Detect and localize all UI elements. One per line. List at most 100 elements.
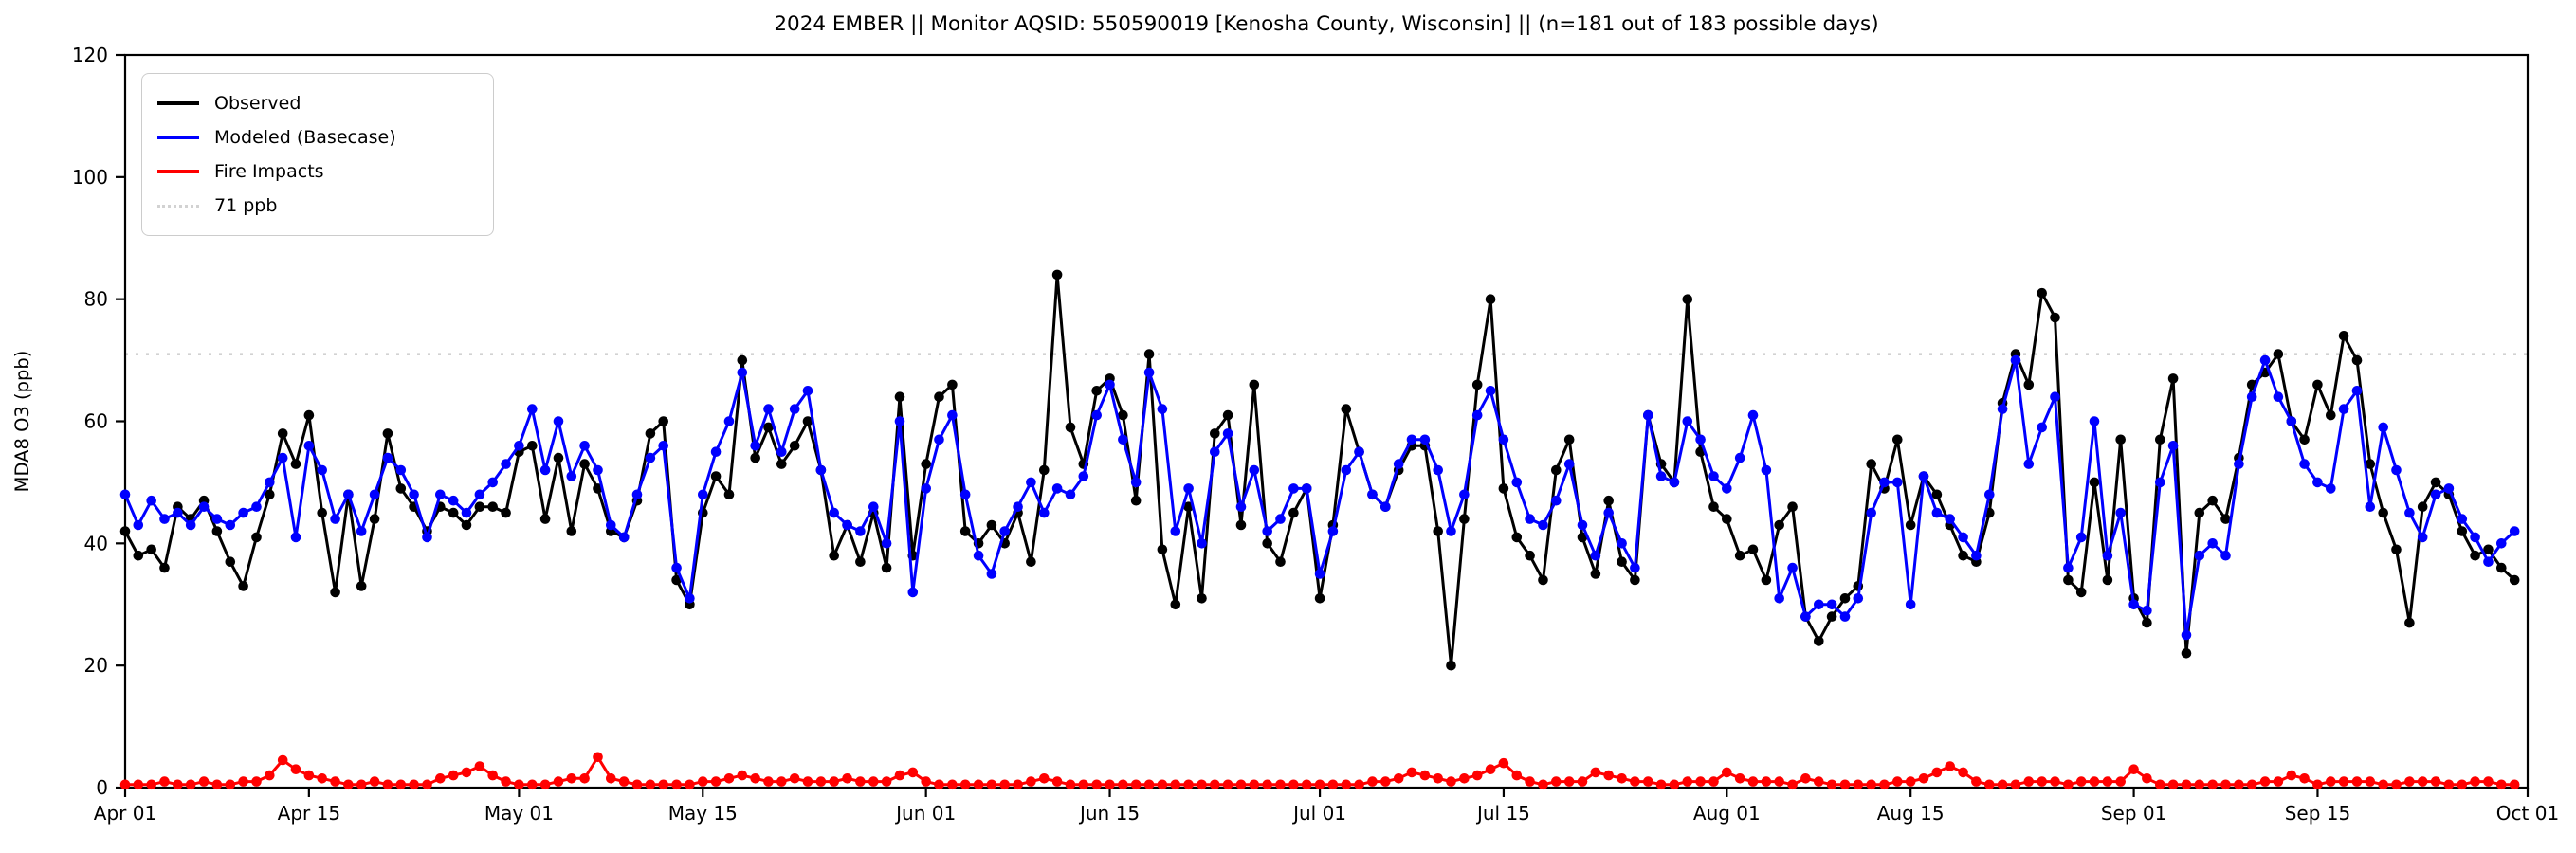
modeled-series-marker xyxy=(343,489,354,500)
observed-series-marker xyxy=(2470,550,2480,561)
modeled-series-marker xyxy=(1892,477,1903,488)
modeled-series-marker xyxy=(1800,611,1811,622)
fire-series-marker xyxy=(198,776,210,787)
observed-series-marker xyxy=(1341,404,1352,414)
modeled-series-marker xyxy=(921,483,931,494)
fire-series-marker xyxy=(173,779,183,790)
modeled-series-marker xyxy=(2470,532,2480,543)
x-tick-label: Sep 15 xyxy=(2285,802,2351,825)
modeled-series-marker xyxy=(1249,464,1260,476)
fire-series-marker xyxy=(1446,776,1456,787)
observed-series-marker xyxy=(1761,574,1772,586)
fire-series-marker xyxy=(435,773,446,784)
modeled-series-marker xyxy=(1065,489,1076,500)
modeled-series-marker xyxy=(1393,459,1404,469)
fire-series-marker xyxy=(487,770,498,781)
fire-series-marker xyxy=(842,773,852,784)
modeled-series-marker xyxy=(1931,507,1943,518)
modeled-series-marker xyxy=(409,489,419,500)
fire-series-marker xyxy=(2483,776,2494,787)
modeled-series-marker xyxy=(658,441,668,451)
modeled-series-marker xyxy=(750,441,760,451)
fire-series-marker xyxy=(2128,764,2139,774)
observed-series-marker xyxy=(2351,354,2363,366)
fire-series-marker xyxy=(119,779,131,790)
observed-series-marker xyxy=(539,514,551,524)
fire-series-marker xyxy=(2365,776,2376,787)
legend-item-fire: Fire Impacts xyxy=(157,155,474,188)
modeled-series-marker xyxy=(1590,550,1601,561)
fire-series-marker xyxy=(1078,779,1089,790)
fire-series-marker xyxy=(2167,779,2179,790)
fire-series-marker xyxy=(356,779,367,790)
observed-series-marker xyxy=(2167,373,2179,384)
modeled-series-marker xyxy=(1275,514,1286,524)
observed-series-marker xyxy=(2194,507,2205,518)
observed-series-marker xyxy=(723,489,735,500)
modeled-series-marker xyxy=(776,446,787,458)
fire-series-marker xyxy=(185,779,196,790)
observed-series-marker xyxy=(2404,617,2415,628)
fire-series-marker xyxy=(409,779,419,790)
modeled-series-marker xyxy=(1814,599,1824,610)
fire-series-marker xyxy=(1197,779,1207,790)
fire-series-marker xyxy=(593,752,603,763)
observed-series-marker xyxy=(1065,422,1076,433)
fire-series-marker xyxy=(1091,779,1102,790)
observed-series-marker xyxy=(2378,507,2388,518)
modeled-series-marker xyxy=(2155,477,2165,488)
x-tick-label: Aug 15 xyxy=(1877,802,1945,825)
fire-series-marker xyxy=(631,779,643,790)
modeled-series-marker xyxy=(146,495,156,506)
fire-series-marker xyxy=(1630,776,1640,787)
fire-series-marker xyxy=(1105,779,1115,790)
observed-series-marker xyxy=(1026,556,1036,567)
modeled-series-marker xyxy=(710,446,722,458)
x-tick-label: Apr 01 xyxy=(94,802,156,825)
fire-series-marker xyxy=(1722,767,1732,778)
modeled-series-marker xyxy=(2194,550,2205,561)
fire-series-marker xyxy=(1433,773,1443,784)
modeled-series-marker xyxy=(1091,409,1102,421)
modeled-series-marker xyxy=(369,489,380,500)
modeled-series-marker xyxy=(119,489,131,500)
modeled-series-marker xyxy=(1419,434,1431,445)
modeled-series-marker xyxy=(1617,538,1627,549)
fire-series-marker xyxy=(2496,779,2507,790)
fire-series-marker xyxy=(1826,779,1837,790)
modeled-series-marker xyxy=(1498,434,1509,445)
observed-series-marker xyxy=(2417,501,2428,512)
modeled-series-marker xyxy=(539,464,551,476)
fire-series-marker xyxy=(1406,767,1417,778)
modeled-series-marker xyxy=(1485,386,1496,396)
modeled-series-marker xyxy=(1170,526,1181,536)
fire-series-marker xyxy=(1918,773,1929,784)
fire-series-marker xyxy=(1971,776,1982,787)
y-tick-label: 120 xyxy=(72,44,108,66)
fire-series-marker xyxy=(2246,779,2257,790)
observed-line-sample-icon xyxy=(157,101,199,105)
modeled-series-marker xyxy=(1459,489,1470,500)
fire-series-marker xyxy=(2338,776,2349,787)
modeled-series-marker xyxy=(763,404,774,414)
modeled-series-marker xyxy=(2220,550,2231,561)
fire-series-marker xyxy=(1958,767,1968,778)
modeled-series-marker xyxy=(1105,379,1115,390)
fire-series-marker xyxy=(2063,779,2074,790)
modeled-series-marker xyxy=(1051,483,1063,494)
observed-series-marker xyxy=(133,550,144,561)
observed-series-marker xyxy=(1222,409,1233,421)
observed-series-marker xyxy=(1459,514,1470,524)
fire-series-marker xyxy=(1051,776,1063,787)
modeled-series-marker xyxy=(2115,507,2126,518)
modeled-series-marker xyxy=(356,526,367,536)
observed-series-marker xyxy=(1235,519,1247,531)
modeled-series-marker xyxy=(1183,483,1194,494)
fire-series-marker xyxy=(1997,779,2008,790)
fire-series-marker xyxy=(947,779,958,790)
modeled-series-marker xyxy=(1511,477,1523,488)
observed-series-marker xyxy=(2102,574,2113,586)
fire-series-marker xyxy=(146,779,156,790)
fire-series-marker xyxy=(461,767,472,778)
fire-series-marker xyxy=(369,776,380,787)
